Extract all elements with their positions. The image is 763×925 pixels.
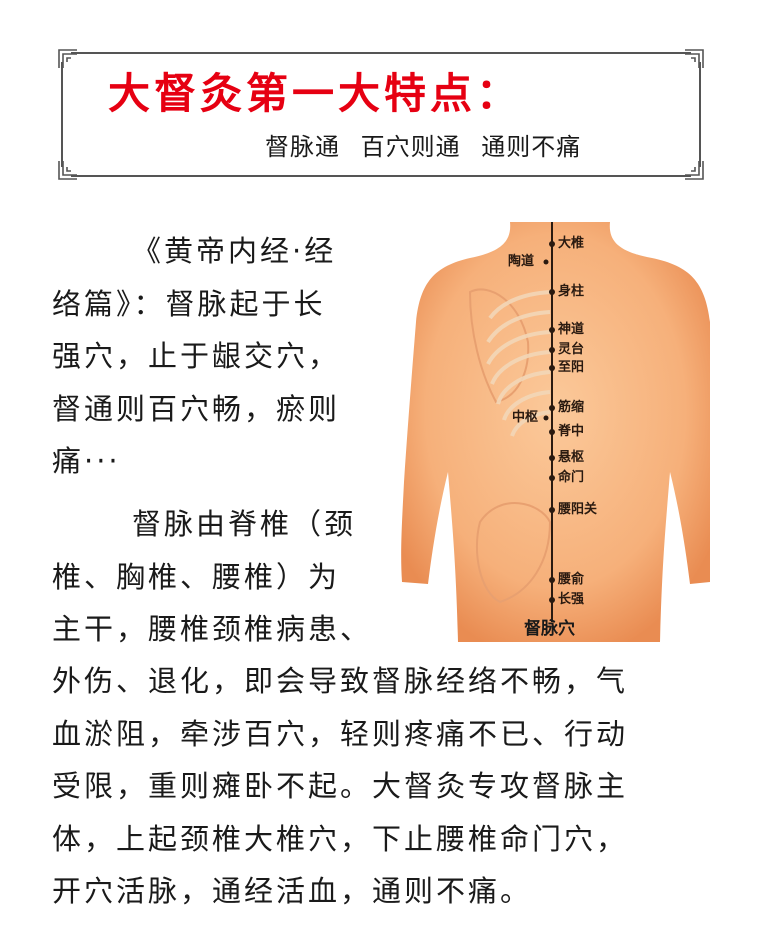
text-line: 外伤、退化，即会导致督脉经络不畅，气 [52, 664, 629, 698]
acupoint-label: 至阳 [558, 360, 585, 375]
acupoint-label: 筋缩 [558, 400, 585, 415]
back-body-image [400, 222, 710, 642]
intro-paragraph: 《黄帝内经·经 络篇》：督脉起于长 强穴，止于龈交穴， 督通则百穴畅，瘀则 痛·… [52, 225, 402, 488]
subtitle-phrase: 通则不痛 [481, 133, 582, 161]
acupoint-label: 命门 [558, 470, 585, 485]
acupoint-label: 腰阳关 [558, 502, 598, 517]
text-line: 《黄帝内经·经 [132, 234, 337, 268]
acupoint-label: 腰俞 [558, 572, 585, 587]
frame-left-border [61, 62, 63, 167]
acupoint-label: 神道 [558, 322, 585, 337]
acupoint-label: 陶道 [508, 254, 535, 269]
acupoint-label: 长强 [558, 592, 585, 607]
text-line: 督脉由脊椎（颈 [132, 507, 357, 541]
acupoint-label: 灵台 [558, 342, 585, 357]
treatment-paragraph: 外伤、退化，即会导致督脉经络不畅，气 血淤阻，牵涉百穴，轻则疼痛不已、行动 受限… [52, 655, 732, 918]
page-title: 大督灸第一大特点： [108, 69, 523, 118]
meridian-name-label: 督脉穴 [524, 619, 575, 639]
frame-corner-ornament [685, 49, 704, 68]
text-line: 督通则百穴畅，瘀则 [52, 391, 341, 426]
acupoint-label: 身柱 [558, 284, 585, 299]
back-meridian-illustration: 大椎 身柱 神道 灵台 至阳 筋缩 脊中 悬枢 命门 腰阳关 腰俞 长强 陶道 … [400, 222, 710, 642]
text-line: 血淤阻，牵涉百穴，轻则疼痛不已、行动 [52, 716, 629, 751]
acupoint-label: 悬枢 [558, 450, 585, 465]
text-line: 椎、胸椎、腰椎）为 [52, 559, 341, 594]
text-line: 开穴活脉，通经活血，通则不痛。 [52, 874, 533, 908]
acupoint-label: 脊中 [558, 424, 585, 439]
frame-bottom-border [71, 175, 691, 177]
text-line: 受限，重则瘫卧不起。大督灸专攻督脉主 [52, 769, 629, 803]
text-line: 主干，腰椎颈椎病患、 [52, 612, 373, 646]
text-line: 体，上起颈椎大椎穴，下止腰椎命门穴， [52, 821, 629, 856]
subtitle-phrase: 百穴则通 [360, 133, 461, 161]
acupoint-label: 中枢 [512, 410, 539, 425]
frame-top-border [71, 52, 691, 54]
acupoint-label: 大椎 [558, 236, 585, 251]
page-subtitle: 督脉通 百穴则通 通则不痛 [265, 131, 593, 163]
frame-right-border [699, 62, 701, 167]
frame-corner-ornament [58, 161, 77, 180]
text-line: 络篇》：督脉起于长 [52, 286, 326, 321]
spine-paragraph: 督脉由脊椎（颈 椎、胸椎、腰椎）为 主干，腰椎颈椎病患、 [52, 498, 402, 656]
text-line: 强穴，止于龈交穴， [52, 339, 341, 373]
subtitle-phrase: 督脉通 [265, 133, 340, 161]
frame-corner-ornament [58, 49, 77, 68]
header-frame [57, 48, 705, 181]
text-line: 痛··· [52, 444, 121, 478]
frame-corner-ornament [685, 161, 704, 180]
